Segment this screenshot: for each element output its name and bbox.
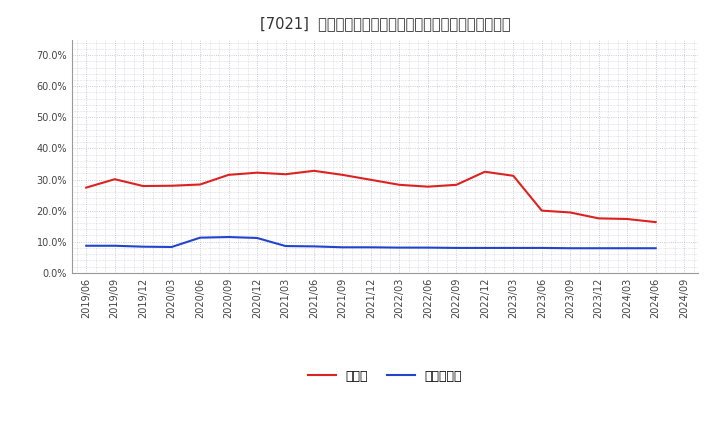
有利子負債 (395, 245, 404, 250)
有利子負債 (366, 245, 375, 250)
Line: 有利子負債: 有利子負債 (86, 237, 656, 248)
有利子負債 (452, 245, 461, 250)
有利子負債 (110, 243, 119, 249)
現頲金 (225, 172, 233, 177)
Line: 現頲金: 現頲金 (86, 171, 656, 222)
現頲金 (595, 216, 603, 221)
現頲金 (452, 182, 461, 187)
有利子負債 (139, 244, 148, 249)
現頲金 (110, 176, 119, 182)
Title: [7021]  現頲金、有利子負債の総資産に対する比率の推移: [7021] 現頲金、有利子負債の総資産に対する比率の推移 (260, 16, 510, 32)
現頲金 (480, 169, 489, 174)
現頲金 (196, 182, 204, 187)
有利子負債 (196, 235, 204, 240)
現頲金 (566, 210, 575, 215)
有利子負債 (282, 243, 290, 249)
現頲金 (537, 208, 546, 213)
現頲金 (253, 170, 261, 175)
有利子負債 (509, 245, 518, 250)
有利子負債 (566, 246, 575, 251)
有利子負債 (338, 245, 347, 250)
現頲金 (509, 173, 518, 179)
Legend: 現頲金, 有利子負債: 現頲金, 有利子負債 (303, 365, 467, 388)
現頲金 (139, 183, 148, 189)
有利子負債 (310, 244, 318, 249)
有利子負債 (423, 245, 432, 250)
有利子負債 (480, 245, 489, 250)
現頲金 (338, 172, 347, 177)
現頲金 (623, 216, 631, 222)
有利子負債 (82, 243, 91, 249)
現頲金 (395, 182, 404, 187)
現頲金 (282, 172, 290, 177)
現頲金 (82, 185, 91, 190)
有利子負債 (225, 235, 233, 240)
有利子負債 (167, 244, 176, 249)
有利子負債 (652, 246, 660, 251)
有利子負債 (623, 246, 631, 251)
有利子負債 (537, 245, 546, 250)
現頲金 (366, 177, 375, 183)
有利子負債 (595, 246, 603, 251)
有利子負債 (253, 235, 261, 241)
現頲金 (652, 220, 660, 225)
現頲金 (423, 184, 432, 189)
現頲金 (167, 183, 176, 188)
現頲金 (310, 168, 318, 173)
